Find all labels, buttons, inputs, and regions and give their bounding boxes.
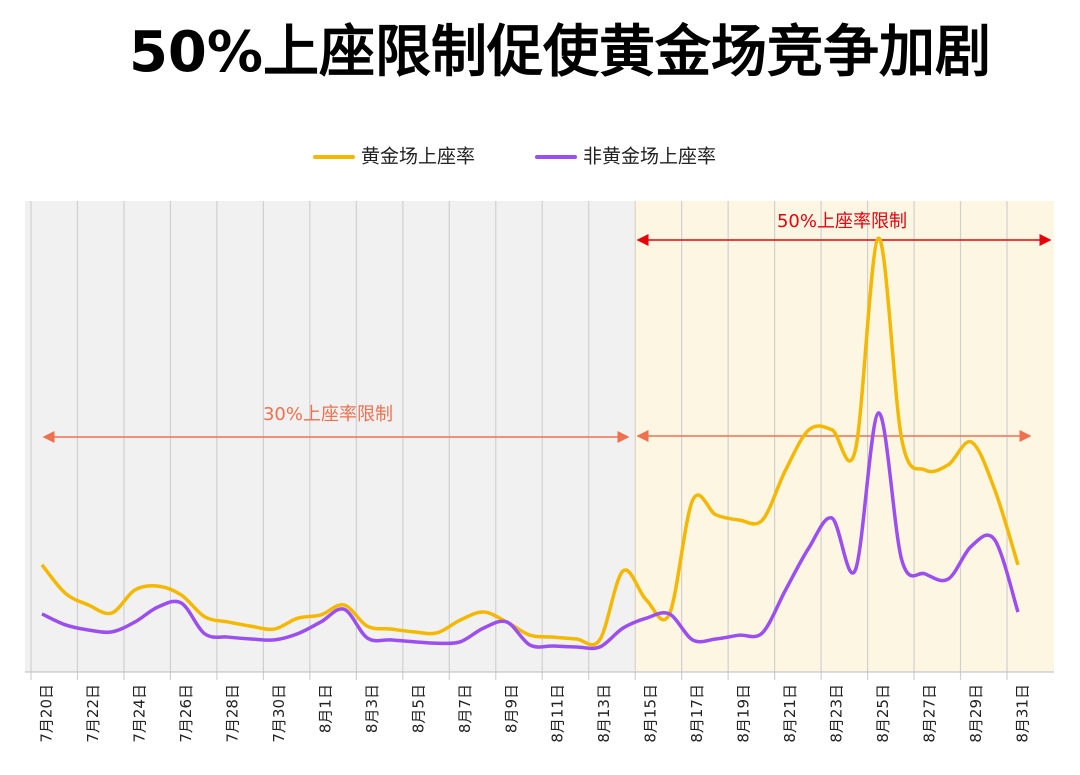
x-tick-label: 7月22日 [84, 684, 102, 743]
annotation: 30%上座率限制 [263, 404, 393, 425]
legend-label: 黄金场上座率 [361, 146, 475, 168]
x-tick-label: 8月11日 [549, 684, 567, 743]
x-tick-label: 8月5日 [409, 684, 427, 733]
x-tick-label: 8月19日 [735, 684, 753, 743]
x-tick-label: 8月13日 [595, 684, 613, 743]
line-series [41, 411, 1020, 651]
x-tick-label: 8月29日 [967, 684, 985, 743]
x-tick-label: 7月30日 [270, 684, 288, 743]
x-tick-label: 7月24日 [130, 684, 148, 743]
x-tick-label: 7月20日 [38, 684, 56, 743]
x-tick-label: 8月1日 [316, 684, 334, 733]
line-series [40, 236, 1020, 647]
x-tick-label: 7月28日 [223, 684, 241, 743]
x-tick-label: 8月7日 [456, 684, 474, 733]
annotation: 50%上座率限制 [777, 211, 907, 232]
x-tick-label: 8月31日 [1014, 684, 1032, 743]
x-tick-label: 8月21日 [781, 684, 799, 743]
x-tick-label: 8月27日 [921, 684, 939, 743]
x-tick-label: 8月25日 [874, 684, 892, 743]
x-tick-label: 8月9日 [502, 684, 520, 733]
chart-title: 50%上座限制促使黄金场竞争加剧 [129, 20, 991, 85]
x-tick-label: 7月26日 [177, 684, 195, 743]
x-tick-label: 8月23日 [828, 684, 846, 743]
x-tick-label: 8月17日 [688, 684, 706, 743]
x-tick-label: 8月15日 [642, 684, 660, 743]
legend-label: 非黄金场上座率 [583, 146, 716, 168]
x-tick-label: 8月3日 [363, 684, 381, 733]
